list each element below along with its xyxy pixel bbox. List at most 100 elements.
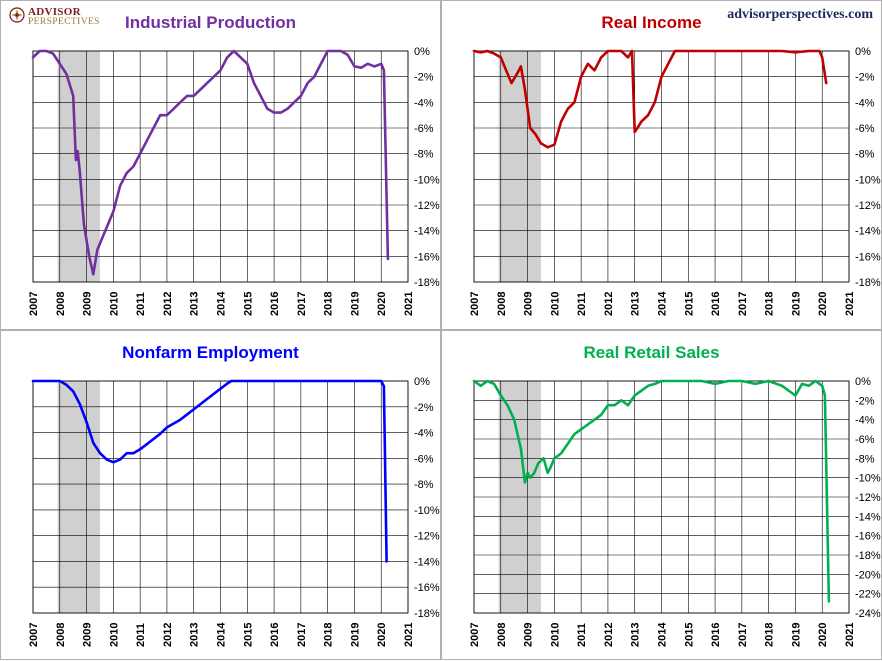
y-tick-label: -22% (855, 589, 881, 601)
x-tick-label: 2018 (764, 292, 776, 316)
y-tick-label: -14% (855, 226, 881, 238)
chart-title: Real Income (601, 13, 701, 32)
x-tick-label: 2007 (28, 292, 40, 316)
y-tick-label: -14% (855, 511, 881, 523)
y-tick-label: -8% (414, 149, 434, 161)
x-tick-label: 2017 (737, 292, 749, 316)
y-tick-label: -4% (855, 415, 875, 427)
x-tick-label: 2021 (844, 292, 856, 316)
x-tick-label: 2011 (576, 623, 588, 647)
x-tick-label: 2012 (603, 292, 615, 316)
recession-band (57, 381, 100, 613)
website-label[interactable]: advisorperspectives.com (727, 7, 873, 22)
x-tick-label: 2017 (296, 623, 308, 647)
x-tick-label: 2016 (269, 292, 281, 316)
nonfarm-employment-line (31, 379, 388, 563)
y-tick-label: 0% (414, 46, 430, 58)
x-tick-label: 2007 (469, 292, 481, 316)
y-tick-label: -14% (414, 226, 440, 238)
logo-line1: ADVISOR (28, 6, 81, 18)
x-tick-label: 2011 (135, 623, 147, 647)
chart-title: Industrial Production (125, 13, 296, 32)
y-tick-label: -4% (414, 428, 434, 440)
chart-title: Real Retail Sales (583, 343, 719, 362)
x-tick-label: 2008 (496, 292, 508, 316)
x-tick-label: 2015 (683, 623, 695, 647)
x-tick-label: 2015 (242, 623, 254, 647)
advisor-perspectives-logo: ADVISOR PERSPECTIVES (9, 7, 100, 27)
y-tick-label: -10% (855, 473, 881, 485)
real-income-line (472, 49, 828, 149)
chart-real-income: 0% -2% -4% -6% -8% -10% -12% -14% -16% -18% 2007 20… (469, 13, 881, 316)
plot-frame (32, 50, 409, 283)
x-tick-label: 2012 (162, 623, 174, 647)
chart-panel-real-retail-sales: 0% -2% -4% -6% -8% -10% -12% -14% -16% -18% -20% -2… (441, 330, 882, 660)
x-tick-label: 2013 (189, 292, 201, 316)
x-tick-label: 2016 (710, 623, 722, 647)
x-tick-label: 2012 (603, 623, 615, 647)
y-tick-label: -6% (414, 123, 434, 135)
x-tick-label: 2020 (817, 623, 829, 647)
y-tick-label: -2% (855, 72, 875, 84)
chart-panel-nonfarm-employment: 0% -2% -4% -6% -8% -10% -12% -14% -16% -18% 2007 20… (0, 330, 441, 660)
logo-seal-icon (9, 7, 25, 23)
x-tick-label: 2009 (82, 292, 94, 316)
x-tick-label: 2007 (28, 623, 40, 647)
y-tick-label: 0% (855, 376, 871, 388)
x-tick-label: 2008 (496, 623, 508, 647)
x-tick-label: 2012 (162, 292, 174, 316)
chart-nonfarm-employment: 0% -2% -4% -6% -8% -10% -12% -14% -16% -18% 2007 20… (28, 343, 440, 647)
x-tick-label: 2009 (523, 623, 535, 647)
x-tick-label: 2019 (349, 623, 361, 647)
y-tick-label: -18% (414, 608, 440, 620)
x-tick-label: 2017 (296, 292, 308, 316)
x-tick-label: 2007 (469, 623, 481, 647)
x-tick-label: 2021 (403, 623, 415, 647)
y-tick-label: -10% (855, 174, 881, 186)
plot-frame (32, 380, 409, 614)
x-tick-label: 2008 (55, 292, 67, 316)
x-tick-label: 2009 (82, 623, 94, 647)
x-tick-label: 2013 (630, 623, 642, 647)
y-tick-label: -20% (855, 569, 881, 581)
x-tick-label: 2018 (323, 292, 335, 316)
x-tick-label: 2014 (216, 622, 228, 647)
y-tick-label: -6% (855, 434, 875, 446)
y-tick-label: -12% (855, 200, 881, 212)
y-tick-label: -2% (855, 395, 875, 407)
x-tick-label: 2018 (764, 623, 776, 647)
x-tick-label: 2011 (135, 292, 147, 316)
y-tick-label: -16% (414, 582, 440, 594)
x-tick-label: 2021 (844, 623, 856, 647)
y-tick-label: -4% (414, 97, 434, 109)
x-tick-label: 2010 (549, 292, 561, 316)
y-tick-label: 0% (414, 376, 430, 388)
x-tick-label: 2013 (189, 623, 201, 647)
x-tick-label: 2017 (737, 623, 749, 647)
x-tick-label: 2016 (710, 292, 722, 316)
chart-industrial-production: 0% -2% -4% -6% -8% -10% -12% -14% -16% -18% 2007 20… (28, 13, 440, 316)
y-tick-label: -12% (414, 200, 440, 212)
y-tick-label: -4% (855, 97, 875, 109)
x-tick-label: 2013 (630, 292, 642, 316)
chart-title: Nonfarm Employment (122, 343, 299, 362)
industrial-production-line (31, 49, 390, 276)
y-tick-label: -18% (414, 277, 440, 289)
x-tick-label: 2019 (790, 292, 802, 316)
y-tick-label: -10% (414, 505, 440, 517)
x-tick-label: 2010 (549, 623, 561, 647)
x-tick-label: 2020 (376, 292, 388, 316)
y-tick-label: -2% (414, 402, 434, 414)
x-tick-label: 2014 (216, 291, 228, 316)
x-tick-label: 2016 (269, 623, 281, 647)
real-retail-sales-line (472, 379, 831, 603)
x-tick-label: 2015 (683, 292, 695, 316)
recession-band (498, 51, 541, 282)
x-tick-label: 2020 (376, 623, 388, 647)
y-tick-label: -8% (855, 149, 875, 161)
y-tick-label: -2% (414, 72, 434, 84)
x-tick-label: 2019 (790, 623, 802, 647)
y-tick-label: -16% (855, 531, 881, 543)
x-tick-label: 2020 (817, 292, 829, 316)
y-tick-label: -18% (855, 277, 881, 289)
